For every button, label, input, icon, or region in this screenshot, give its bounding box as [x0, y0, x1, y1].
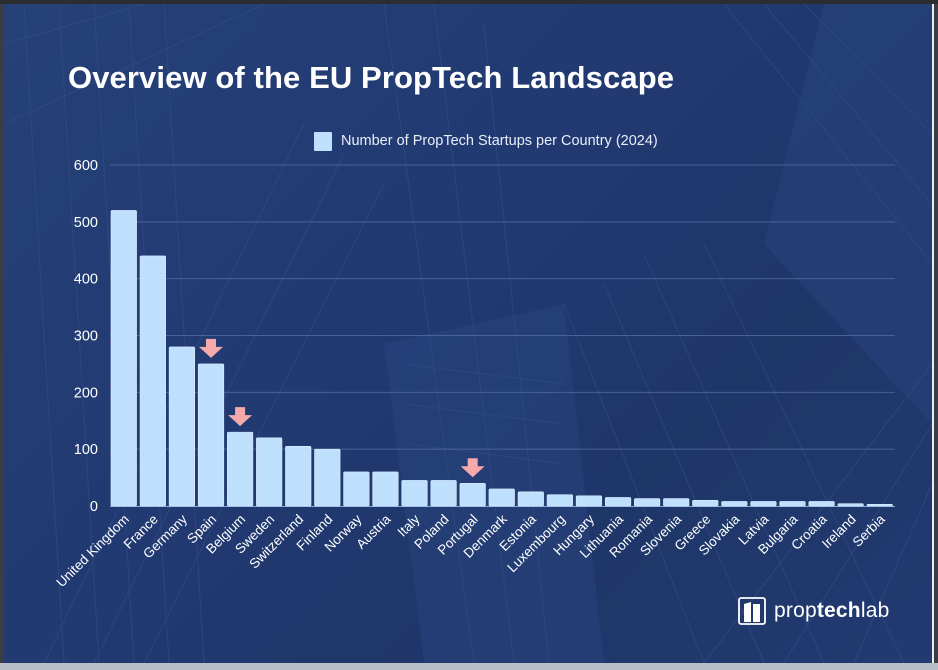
bar — [808, 501, 835, 507]
bar — [721, 501, 748, 507]
bar — [197, 363, 225, 507]
y-tick-label: 0 — [90, 499, 98, 515]
bar — [110, 210, 137, 507]
x-tick-label: United Kingdom — [53, 512, 132, 591]
window-top-border — [0, 0, 938, 4]
bar — [604, 497, 632, 507]
bar — [488, 488, 515, 507]
bar — [314, 448, 341, 507]
legend-label: Number of PropTech Startups per Country … — [341, 133, 658, 149]
slide: Overview of the EU PropTech Landscape Nu… — [4, 4, 934, 663]
bar — [575, 495, 603, 507]
bar — [459, 482, 486, 507]
background-buildings-decoration — [4, 4, 932, 663]
bar — [168, 346, 196, 507]
bar — [285, 446, 312, 507]
bar — [546, 494, 573, 507]
bar — [750, 501, 777, 507]
y-tick-label: 400 — [74, 272, 98, 288]
proptechlab-logo: proptechlab — [738, 597, 889, 625]
bar — [866, 503, 893, 507]
legend-swatch — [314, 131, 332, 151]
bar — [401, 480, 428, 507]
bar — [517, 491, 544, 507]
down-arrow-annotation — [460, 458, 485, 478]
bar — [430, 480, 457, 507]
x-tick-label: Serbia — [850, 511, 889, 550]
bar — [139, 255, 166, 507]
bar — [837, 503, 864, 507]
y-tick-label: 100 — [74, 442, 98, 458]
bar — [663, 498, 690, 507]
bar — [226, 431, 254, 507]
bar — [372, 471, 399, 507]
bar — [692, 500, 719, 507]
page-title: Overview of the EU PropTech Landscape — [68, 60, 675, 95]
window-bottom-border — [0, 663, 938, 670]
bar — [634, 498, 661, 507]
y-tick-label: 500 — [74, 215, 98, 231]
y-tick-label: 300 — [74, 329, 98, 345]
building-logo-icon — [738, 597, 766, 625]
y-tick-label: 600 — [74, 158, 98, 174]
down-arrow-annotation — [199, 338, 224, 358]
bar — [779, 501, 806, 507]
bar — [343, 471, 370, 507]
logo-suffix: lab — [860, 599, 890, 622]
bar — [256, 437, 283, 507]
chart-legend: Number of PropTech Startups per Country … — [314, 131, 658, 151]
logo-bold: tech — [816, 599, 861, 622]
logo-wordmark: proptechlab — [774, 599, 889, 623]
y-tick-label: 200 — [74, 385, 98, 401]
logo-prefix: prop — [774, 599, 817, 622]
down-arrow-annotation — [228, 407, 253, 427]
